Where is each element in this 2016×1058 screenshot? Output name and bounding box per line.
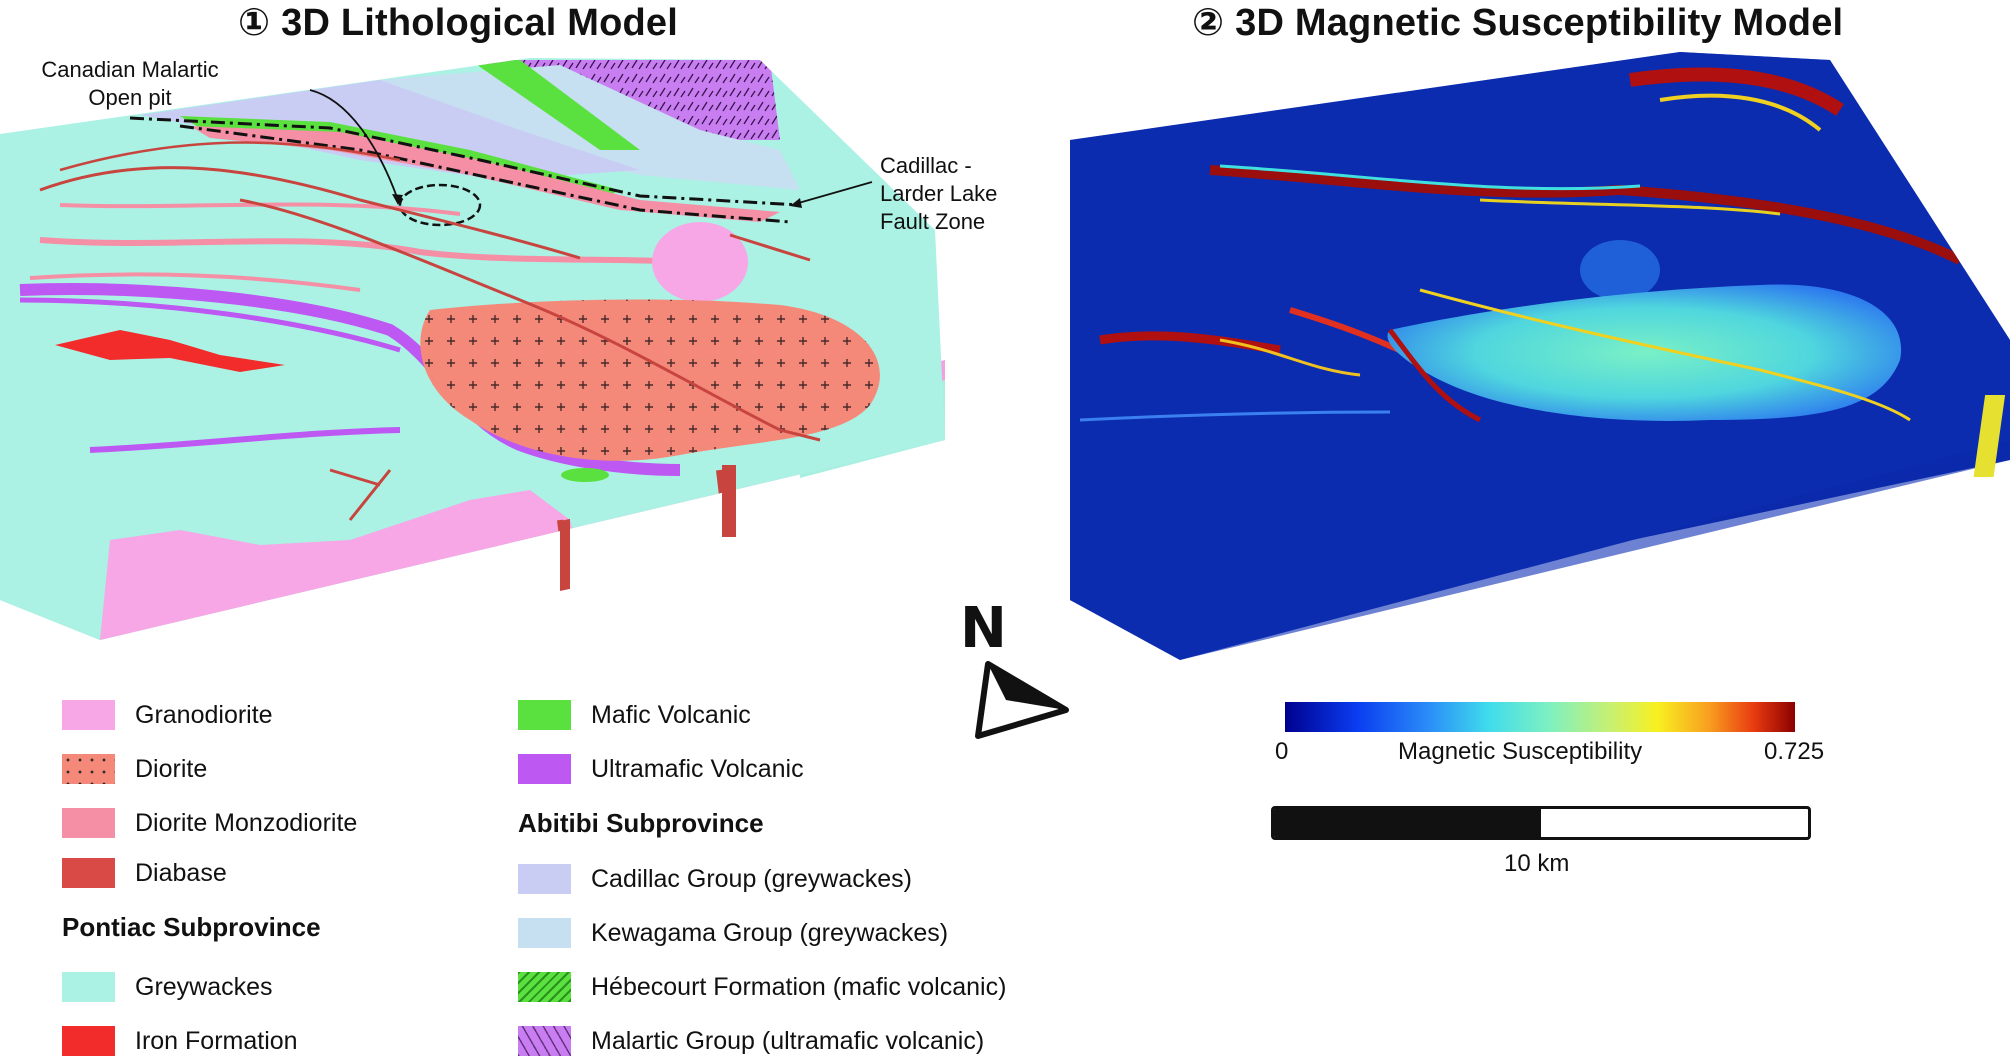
legend-cadillac-group: Cadillac Group (greywackes) (518, 862, 912, 896)
callout-leaders (309, 89, 873, 208)
magnetic-model-title: ② 3D Magnetic Susceptibility Model (1192, 2, 1844, 44)
legend-malartic-group: Malartic Group (ultramafic volcanic) (518, 1024, 984, 1058)
iron-formation (55, 330, 285, 372)
legend-label: Diorite (135, 754, 208, 783)
mag-dyke (1973, 395, 2006, 477)
legend-greywackes: Greywackes (62, 970, 273, 1004)
diabase-dyke (39, 166, 581, 260)
scale-bar-filled (1274, 809, 1541, 837)
fault-zone-trace (129, 116, 801, 207)
open-pit-outline (398, 183, 482, 227)
iron-formation-swatch (62, 1026, 115, 1056)
colorbar-min-label: 0 (1275, 738, 1289, 765)
legend-mafic-volcanic: Mafic Volcanic (518, 698, 751, 732)
malartic-group-swatch (518, 1026, 571, 1056)
high-mag-belt (1209, 165, 1963, 265)
hebecourt-formation-swatch (518, 972, 571, 1002)
legend-label: Iron Formation (135, 1026, 298, 1055)
legend-label: Diorite Monzodiorite (135, 808, 358, 837)
ultramafic-volcanic-swatch (518, 754, 571, 784)
diabase-swatch (62, 858, 115, 888)
legend-label: Diabase (135, 858, 227, 887)
legend-label: Ultramafic Volcanic (591, 754, 804, 783)
diorite-monzodiorite-swatch (62, 808, 115, 838)
granodiorite-swatch (62, 700, 115, 730)
north-label: N (960, 596, 1007, 661)
legend-label: Cadillac Group (greywackes) (591, 864, 912, 893)
fault-zone-callout: Cadillac - Larder Lake Fault Zone (880, 153, 998, 234)
cadillac-group-unit (140, 80, 640, 180)
greywackes-swatch (62, 972, 115, 1002)
legend-hebecourt-formation: Hébecourt Formation (mafic volcanic) (518, 970, 1006, 1004)
pontiac-heading: Pontiac Subprovince (62, 912, 321, 942)
diorite-pluton (420, 299, 880, 461)
scale-bar (1271, 806, 1811, 840)
legend-label: Kewagama Group (greywackes) (591, 918, 949, 947)
scale-bar-label: 10 km (1504, 850, 1570, 877)
abitibi-heading: Abitibi Subprovince (518, 808, 764, 838)
legend-label: Granodiorite (135, 700, 273, 729)
open-pit-callout: Canadian Malartic Open pit (41, 57, 219, 110)
legend-granodiorite: Granodiorite (62, 698, 273, 732)
legend-diorite-monzodiorite: Diorite Monzodiorite (62, 806, 357, 840)
legend-label: Hébecourt Formation (mafic volcanic) (591, 972, 1007, 1001)
colorbar-title: Magnetic Susceptibility (1398, 738, 1643, 765)
kewagama-group-swatch (518, 918, 571, 948)
colorbar (1285, 702, 1795, 732)
legend-diabase: Diabase (62, 856, 227, 890)
lithological-model-block (0, 58, 945, 640)
legend-kewagama-group: Kewagama Group (greywackes) (518, 916, 948, 950)
diorite-swatch (62, 754, 115, 784)
granodiorite-north (652, 222, 748, 302)
magnetic-model-block (1070, 52, 2010, 660)
hebecourt-formation-unit (470, 60, 640, 150)
north-arrow-icon (975, 661, 1069, 739)
colorbar-max-label: 0.725 (1764, 738, 1825, 765)
legend-diorite: Diorite (62, 752, 207, 786)
legend-label: Malartic Group (ultramafic volcanic) (591, 1026, 985, 1055)
lithological-model-title: ① 3D Lithological Model (238, 2, 679, 44)
legend-iron-formation: Iron Formation (62, 1024, 298, 1058)
legend-ultramafic-volcanic: Ultramafic Volcanic (518, 752, 804, 786)
legend-label: Mafic Volcanic (591, 700, 751, 729)
legend-label: Greywackes (135, 972, 273, 1001)
mafic-volcanic-swatch (518, 700, 571, 730)
magnetic-body (1387, 284, 1902, 421)
cadillac-group-swatch (518, 864, 571, 894)
